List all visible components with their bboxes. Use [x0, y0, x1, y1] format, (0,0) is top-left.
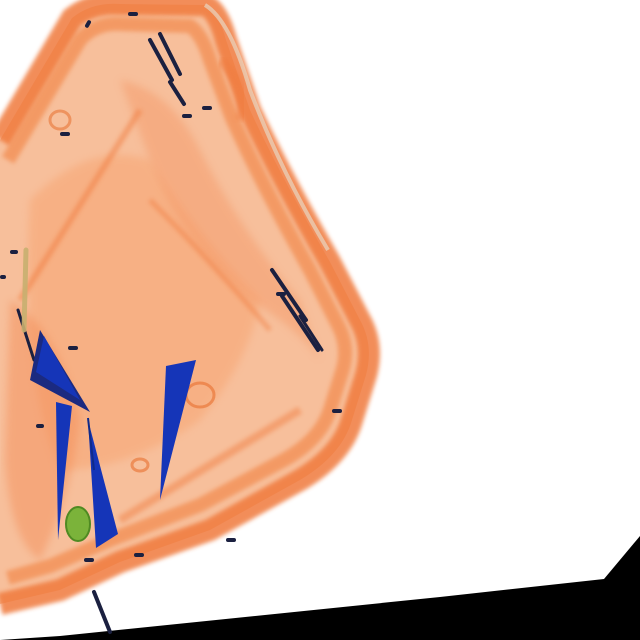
screws [0, 12, 342, 562]
case-edge-shadow [203, 3, 330, 252]
lower-metal-bar [92, 590, 112, 634]
case-hinges [16, 32, 324, 362]
thin-rod [21, 247, 29, 333]
round-green-object [65, 506, 91, 542]
blade-shapes [30, 330, 196, 548]
